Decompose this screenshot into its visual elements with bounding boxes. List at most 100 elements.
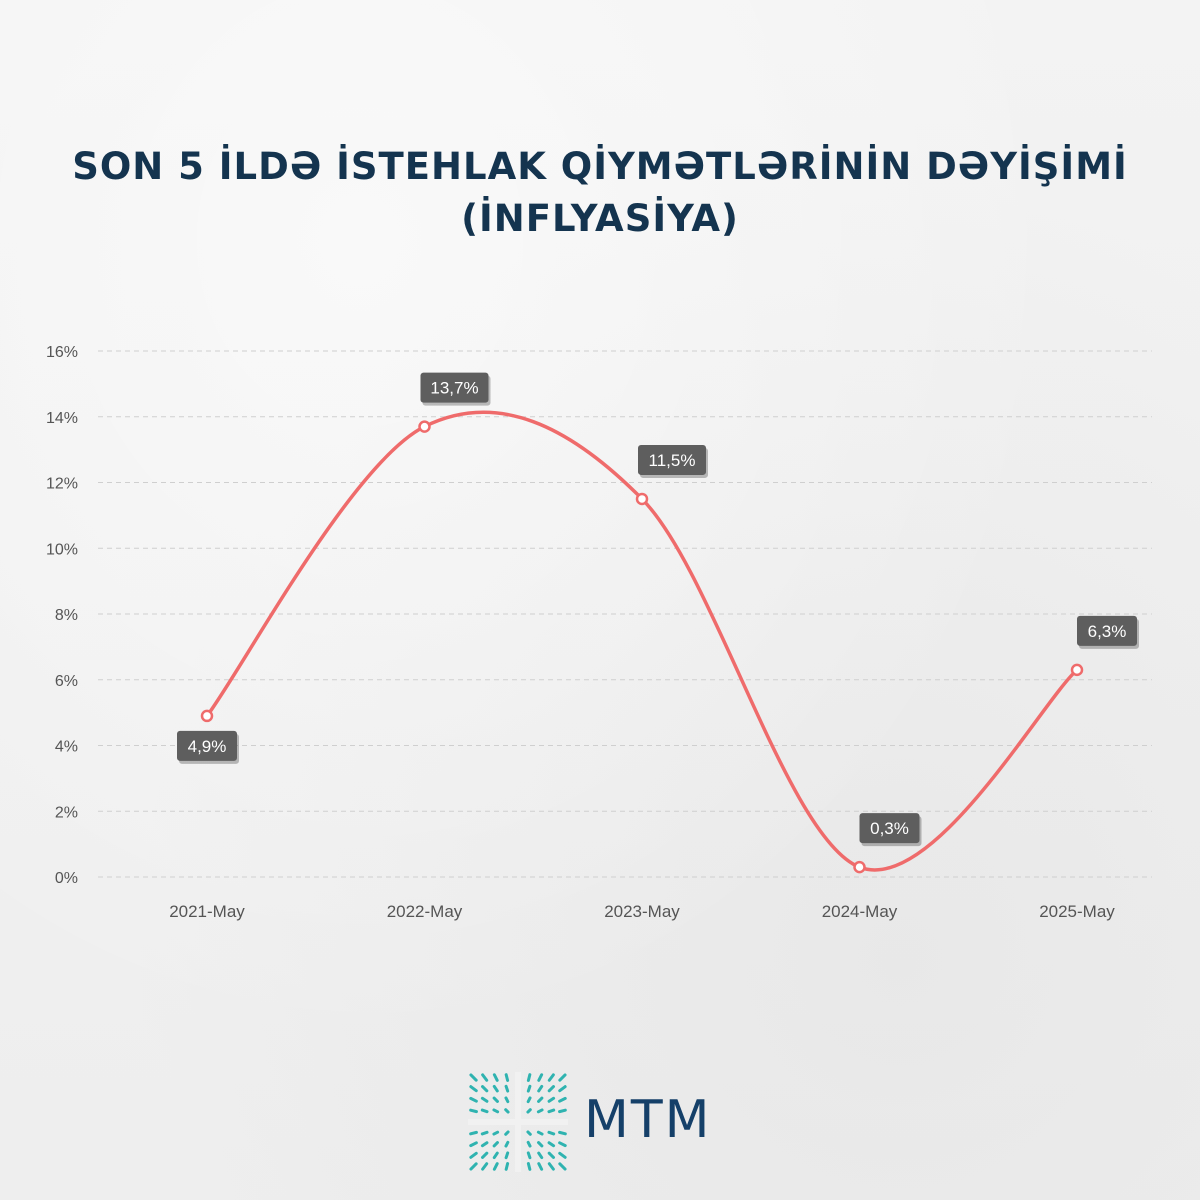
logo-mark-stroke — [469, 1073, 478, 1082]
logo-mark-stroke — [558, 1096, 567, 1103]
logo-mark-stroke — [547, 1108, 556, 1114]
logo-mark-stroke — [526, 1162, 532, 1171]
logo-mark-stroke — [558, 1130, 567, 1136]
logo-mark-stroke — [480, 1141, 489, 1148]
logo-mark-stroke — [547, 1085, 555, 1093]
logo-mark-stroke — [547, 1151, 555, 1159]
logo-mark-stroke — [526, 1073, 532, 1082]
logo-mark-stroke — [504, 1151, 510, 1160]
logo-mark-stroke — [481, 1162, 489, 1171]
logo-mark-stroke — [504, 1096, 510, 1104]
x-tick-label: 2025-May — [1039, 902, 1115, 921]
series-line — [205, 410, 1079, 872]
data-label-box — [177, 730, 237, 761]
logo-mark-stroke — [537, 1096, 544, 1103]
logo-mark-stroke — [504, 1130, 510, 1136]
logo-mark-stroke — [492, 1130, 500, 1136]
logo-mark-stroke — [526, 1140, 532, 1148]
logo-mark-stroke — [558, 1162, 567, 1171]
x-tick-label: 2021-May — [169, 902, 245, 921]
y-tick-label: 2% — [55, 804, 78, 821]
logo-mark-stroke — [504, 1162, 510, 1171]
logo-mark-stroke — [537, 1073, 544, 1082]
logo-mark-stroke — [547, 1096, 556, 1103]
logo-mark-stroke — [481, 1073, 489, 1082]
logo-mark-stroke — [492, 1084, 499, 1093]
logo-mark-stroke — [558, 1108, 567, 1114]
logo-mark-stroke — [526, 1096, 532, 1104]
logo-mark-stroke — [526, 1130, 532, 1136]
logo-mark-stroke — [547, 1162, 555, 1171]
y-tick-label: 0% — [55, 870, 78, 887]
x-tick-label: 2024-May — [822, 902, 898, 921]
y-tick-label: 14% — [46, 410, 78, 427]
logo-mark-stroke — [537, 1162, 544, 1171]
y-tick-label: 8% — [55, 607, 78, 624]
logo-mark-stroke — [536, 1108, 544, 1114]
data-point — [200, 709, 214, 723]
logo-mark-stroke — [492, 1162, 499, 1171]
logo-mark-stroke — [504, 1140, 510, 1148]
data-point — [635, 492, 649, 506]
logo-text: MTM — [584, 1090, 712, 1150]
logo-mark-stroke — [558, 1141, 567, 1148]
logo-mark-stroke — [469, 1096, 478, 1103]
logo-mark-stroke — [469, 1151, 478, 1159]
data-label-text: 13,7% — [430, 379, 478, 398]
data-point — [1070, 663, 1084, 677]
logo-mark-stroke — [547, 1141, 556, 1148]
logo-mark-stroke — [481, 1085, 489, 1093]
logo-mark-stroke — [492, 1073, 499, 1082]
logo-mark-stroke — [492, 1108, 500, 1114]
logo-mark-stroke — [547, 1073, 555, 1082]
logo-mark-stroke — [558, 1085, 567, 1093]
y-tick-label: 10% — [46, 541, 78, 558]
data-label-box — [859, 813, 920, 844]
logo-mark-stroke — [504, 1073, 510, 1082]
logo-mark-stroke — [547, 1130, 556, 1136]
logo-mark-gap — [468, 1119, 568, 1125]
data-label-text: 4,9% — [188, 737, 227, 756]
data-label-box — [420, 372, 489, 403]
y-tick-label: 4% — [55, 739, 78, 756]
data-label: 11,5% — [638, 444, 708, 478]
y-tick-label: 6% — [55, 673, 78, 690]
logo-mark-stroke — [481, 1151, 489, 1159]
logo-mark-stroke — [480, 1096, 489, 1103]
logo-mark-stroke — [492, 1141, 499, 1148]
data-label: 6,3% — [1077, 615, 1139, 649]
data-label-box — [638, 444, 706, 475]
logo-mark-stroke — [480, 1130, 489, 1136]
logo-mark-stroke — [536, 1130, 544, 1136]
logo-mark-stroke — [469, 1108, 478, 1114]
data-point — [418, 420, 431, 433]
logo-mark-stroke — [537, 1141, 544, 1148]
chart-title-line2: (İNFLYASİYA) — [461, 197, 739, 240]
logo-mark-stroke — [469, 1162, 478, 1171]
mtm-logo-icon — [468, 1072, 568, 1172]
logo-mark-stroke — [469, 1085, 478, 1093]
data-label-text: 0,3% — [870, 819, 909, 838]
x-tick-label: 2022-May — [387, 902, 463, 921]
logo-mark-stroke — [492, 1151, 499, 1160]
logo-mark-stroke — [526, 1151, 532, 1160]
data-point — [853, 860, 866, 874]
logo-mark-stroke — [492, 1096, 499, 1103]
logo-mark-stroke — [480, 1108, 489, 1114]
logo-mark-stroke — [537, 1151, 544, 1160]
data-label: 4,9% — [177, 730, 239, 764]
chart-title-line1: SON 5 İLDƏ İSTEHLAK QİYMƏTLƏRİNİN DƏYİŞİ… — [72, 145, 1128, 188]
logo-mark-stroke — [469, 1141, 478, 1148]
x-tick-label: 2023-May — [604, 902, 680, 921]
logo-mark-stroke — [537, 1084, 544, 1093]
logo-mark-stroke — [558, 1073, 567, 1082]
y-tick-label: 12% — [46, 476, 78, 493]
logo-mark-stroke — [526, 1108, 532, 1114]
data-label-box — [1077, 615, 1137, 646]
data-label-text: 11,5% — [649, 451, 696, 470]
logo-mark-stroke — [526, 1084, 532, 1093]
logo-mark-stroke — [504, 1084, 510, 1093]
logo-mark-stroke — [558, 1151, 567, 1159]
